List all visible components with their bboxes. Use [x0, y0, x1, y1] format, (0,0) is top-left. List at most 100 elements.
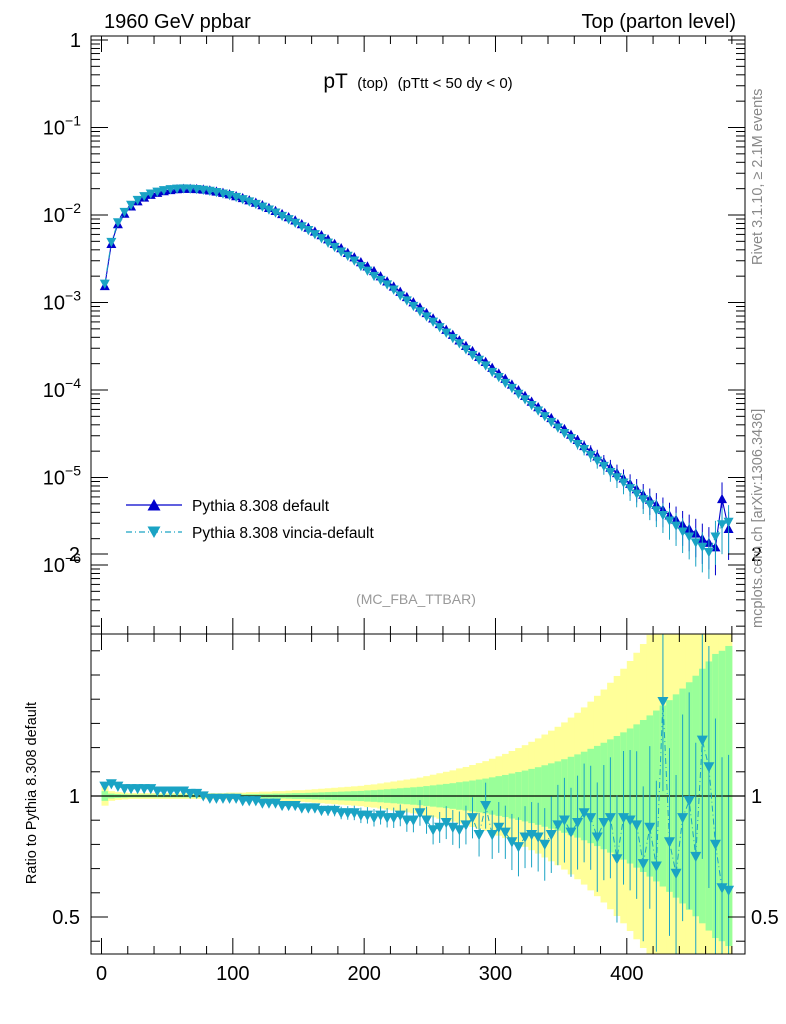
data-point-vincia: [257, 202, 268, 212]
ratio-point-vincia: [421, 815, 433, 826]
y-tick-label-base: 10: [43, 555, 65, 577]
ratio-point-vincia: [591, 832, 603, 843]
data-point-vincia: [112, 218, 123, 228]
ratio-frame: [90, 633, 746, 955]
data-point-vincia: [690, 538, 701, 548]
y-tick-label-exponent: −6: [65, 550, 81, 566]
ratio-point-vincia: [624, 815, 636, 826]
x-tick-label: 400: [610, 963, 643, 985]
ratio-y-tick-label-right: 0.5: [751, 907, 779, 929]
data-point-vincia: [434, 323, 445, 333]
data-point-vincia: [651, 506, 662, 516]
ratio-y-tick-label-left: 1: [69, 786, 80, 808]
ratio-point-vincia: [532, 832, 544, 843]
data-point-vincia: [506, 383, 517, 394]
data-point-vincia: [428, 317, 439, 327]
ratio-point-vincia: [519, 832, 531, 843]
data-point-vincia: [460, 345, 471, 355]
analysis-label: (MC_FBA_TTBAR): [356, 591, 476, 607]
legend: Pythia 8.308 default Pythia 8.308 vincia…: [126, 498, 375, 542]
ratio-point-vincia: [709, 839, 721, 850]
rivet-label: Rivet 3.1.10, ≥ 2.1M events: [750, 89, 766, 265]
data-point-vincia: [395, 291, 406, 301]
ratio-point-vincia: [512, 842, 524, 853]
ratio-point-vincia: [414, 808, 426, 819]
main-axes: 110−110−210−310−410−510−6: [43, 30, 745, 634]
data-point-vincia: [250, 199, 261, 210]
legend-marker-triangle-down: [147, 526, 161, 538]
data-point-vincia: [263, 205, 274, 215]
data-point-vincia: [441, 328, 452, 338]
ratio-point-vincia: [637, 859, 649, 870]
ratio-point-vincia: [598, 817, 610, 829]
plot-title: pT (top) (pTtt < 50 dy < 0): [323, 70, 512, 93]
ratio-y-tick-label-left: 0.5: [52, 907, 80, 929]
data-point-vincia: [283, 215, 294, 225]
ratio-point-vincia: [434, 822, 446, 833]
y-tick-label-exponent: −4: [65, 375, 81, 391]
ratio-point-vincia: [467, 813, 478, 824]
data-point-vincia: [178, 184, 189, 194]
data-point-vincia: [565, 434, 576, 444]
ratio-point-vincia: [657, 696, 669, 708]
ratio-point-vincia: [663, 837, 675, 848]
ratio-point-vincia: [585, 813, 597, 824]
data-point-vincia: [697, 542, 708, 553]
data-point-vincia: [408, 301, 419, 312]
data-point-vincia: [349, 256, 360, 266]
data-point-vincia: [625, 484, 636, 494]
ratio-point-vincia: [578, 808, 590, 819]
y-tick-label-base: 10: [43, 380, 65, 402]
data-point-vincia: [631, 489, 642, 499]
data-point-vincia: [296, 222, 307, 232]
data-point-vincia: [520, 395, 531, 405]
data-point-vincia: [611, 473, 622, 483]
ratio-point-vincia: [539, 839, 551, 850]
plot-title-cuts: (pTtt < 50 dy < 0): [398, 75, 513, 92]
data-point-vincia: [447, 334, 458, 344]
ratio-point-vincia: [572, 817, 584, 829]
ratio-point-vincia: [558, 815, 570, 826]
ratio-point-vincia: [499, 827, 511, 838]
data-point-vincia: [500, 378, 511, 389]
data-point-vincia: [539, 412, 550, 422]
ratio-point-vincia: [644, 822, 656, 833]
ratio-point-vincia: [453, 825, 465, 836]
data-point-vincia: [342, 251, 353, 261]
data-point-vincia: [106, 237, 117, 248]
ratio-point-vincia: [473, 830, 485, 841]
data-point-vincia: [657, 511, 668, 521]
data-point-vincia: [375, 275, 386, 286]
legend-marker-triangle-up: [147, 499, 161, 511]
data-point-vincia: [172, 184, 183, 194]
data-point-vincia: [139, 192, 150, 202]
ratio-point-vincia: [493, 822, 505, 833]
ratio-y-tick-label-left: 2: [69, 544, 80, 566]
data-point-vincia: [559, 429, 570, 439]
data-point-vincia: [552, 423, 563, 433]
data-point-vincia: [336, 247, 347, 257]
data-point-vincia: [401, 296, 412, 306]
y-tick-label: 10−2: [43, 200, 81, 227]
data-point-vincia: [119, 207, 130, 218]
data-point-vincia: [270, 208, 281, 218]
data-point-vincia: [493, 372, 504, 383]
data-point-vincia: [126, 200, 137, 211]
data-point-vincia: [598, 461, 609, 472]
data-point-vincia: [277, 211, 288, 222]
ratio-point-vincia: [480, 801, 492, 812]
y-tick-label: 10−5: [43, 463, 81, 490]
y-tick-label: 10−1: [43, 113, 81, 140]
data-point-vincia: [362, 266, 373, 276]
data-point-vincia: [572, 439, 583, 450]
collider-label: 1960 GeV ppbar: [104, 11, 251, 33]
y-tick-label: 10−6: [43, 550, 81, 577]
data-point-vincia: [467, 350, 478, 361]
ratio-point-vincia: [696, 735, 708, 746]
ratio-point-vincia: [690, 851, 702, 862]
y-tick-label-exponent: −2: [65, 200, 81, 216]
ratio-point-vincia: [407, 815, 419, 826]
ratio-point-vincia: [552, 820, 564, 831]
ratio-point-vincia: [565, 827, 577, 838]
ratio-y-tick-label-right: 1: [751, 786, 762, 808]
